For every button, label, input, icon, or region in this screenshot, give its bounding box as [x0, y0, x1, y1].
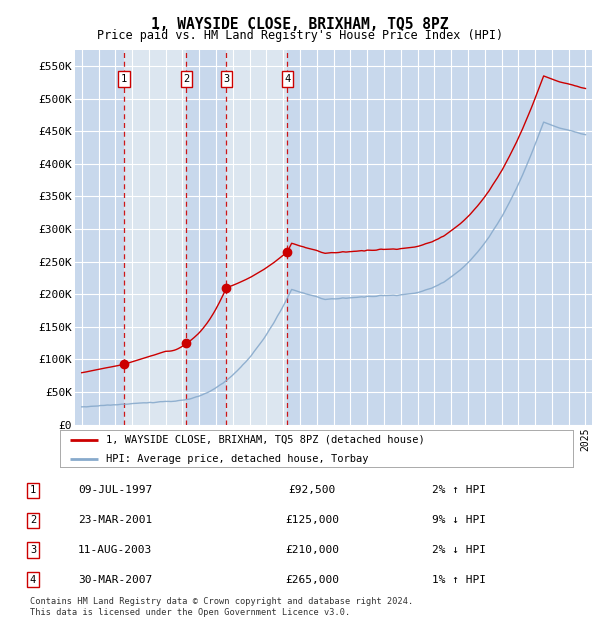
Text: 30-MAR-2007: 30-MAR-2007 — [78, 575, 152, 585]
Text: 1: 1 — [121, 74, 127, 84]
Text: 3: 3 — [30, 545, 36, 555]
Text: 4: 4 — [284, 74, 290, 84]
Text: 1% ↑ HPI: 1% ↑ HPI — [432, 575, 486, 585]
Bar — [187, 50, 226, 425]
Text: 2: 2 — [30, 515, 36, 525]
Text: £125,000: £125,000 — [285, 515, 339, 525]
Text: £265,000: £265,000 — [285, 575, 339, 585]
Text: 09-JUL-1997: 09-JUL-1997 — [78, 485, 152, 495]
Text: 3: 3 — [223, 74, 230, 84]
Text: 1, WAYSIDE CLOSE, BRIXHAM, TQ5 8PZ (detached house): 1, WAYSIDE CLOSE, BRIXHAM, TQ5 8PZ (deta… — [106, 435, 425, 445]
Text: 2: 2 — [183, 74, 190, 84]
Text: £210,000: £210,000 — [285, 545, 339, 555]
Text: HPI: Average price, detached house, Torbay: HPI: Average price, detached house, Torb… — [106, 454, 368, 464]
Bar — [75, 50, 124, 425]
Text: Price paid vs. HM Land Registry's House Price Index (HPI): Price paid vs. HM Land Registry's House … — [97, 29, 503, 42]
Text: 2% ↓ HPI: 2% ↓ HPI — [432, 545, 486, 555]
Text: 9% ↓ HPI: 9% ↓ HPI — [432, 515, 486, 525]
Bar — [287, 50, 592, 425]
Text: 11-AUG-2003: 11-AUG-2003 — [78, 545, 152, 555]
Text: 4: 4 — [30, 575, 36, 585]
Text: Contains HM Land Registry data © Crown copyright and database right 2024.
This d: Contains HM Land Registry data © Crown c… — [30, 598, 413, 617]
Text: 1, WAYSIDE CLOSE, BRIXHAM, TQ5 8PZ: 1, WAYSIDE CLOSE, BRIXHAM, TQ5 8PZ — [151, 17, 449, 32]
Text: 2% ↑ HPI: 2% ↑ HPI — [432, 485, 486, 495]
Text: 1: 1 — [30, 485, 36, 495]
Text: £92,500: £92,500 — [289, 485, 335, 495]
Text: 23-MAR-2001: 23-MAR-2001 — [78, 515, 152, 525]
